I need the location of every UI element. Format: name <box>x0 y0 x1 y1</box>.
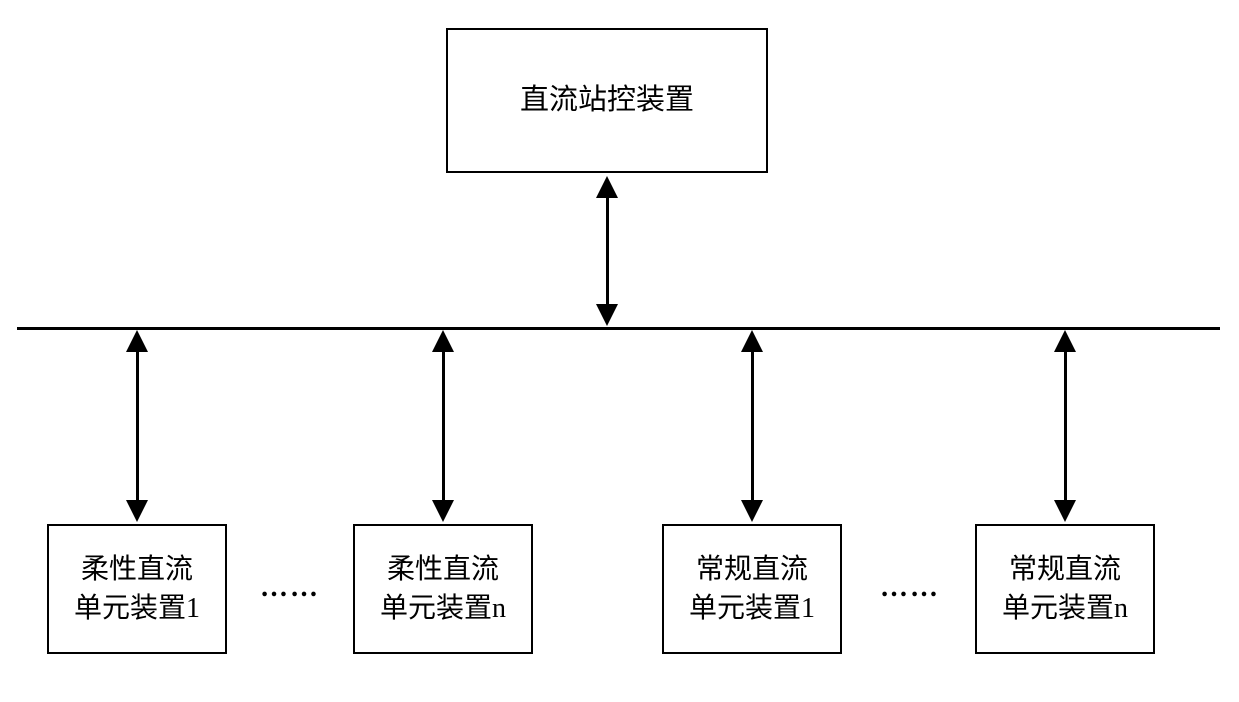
unit-arrow-line-0 <box>136 350 139 502</box>
ellipsis-0: …… <box>260 572 320 604</box>
unit-arrow-up-2 <box>741 330 763 352</box>
top-controller-box: 直流站控装置 <box>446 28 768 173</box>
unit-arrow-up-3 <box>1054 330 1076 352</box>
unit-arrow-down-2 <box>741 500 763 522</box>
bus-line <box>17 327 1220 330</box>
unit-box-0: 柔性直流单元装置1 <box>47 524 227 654</box>
top-arrow-line <box>606 196 609 306</box>
unit-arrow-up-0 <box>126 330 148 352</box>
unit-arrow-line-2 <box>751 350 754 502</box>
unit-box-label-0: 柔性直流单元装置1 <box>74 550 200 628</box>
unit-box-3: 常规直流单元装置n <box>975 524 1155 654</box>
ellipsis-1: …… <box>880 572 940 604</box>
unit-box-label-2: 常规直流单元装置1 <box>689 550 815 628</box>
unit-box-label-3: 常规直流单元装置n <box>1002 550 1128 628</box>
unit-arrow-up-1 <box>432 330 454 352</box>
unit-box-1: 柔性直流单元装置n <box>353 524 533 654</box>
unit-box-2: 常规直流单元装置1 <box>662 524 842 654</box>
top-controller-label: 直流站控装置 <box>520 80 694 121</box>
top-arrow-head-down <box>596 304 618 326</box>
unit-arrow-down-0 <box>126 500 148 522</box>
unit-arrow-line-3 <box>1064 350 1067 502</box>
unit-arrow-line-1 <box>442 350 445 502</box>
unit-box-label-1: 柔性直流单元装置n <box>380 550 506 628</box>
unit-arrow-down-1 <box>432 500 454 522</box>
top-arrow-head-up <box>596 176 618 198</box>
unit-arrow-down-3 <box>1054 500 1076 522</box>
